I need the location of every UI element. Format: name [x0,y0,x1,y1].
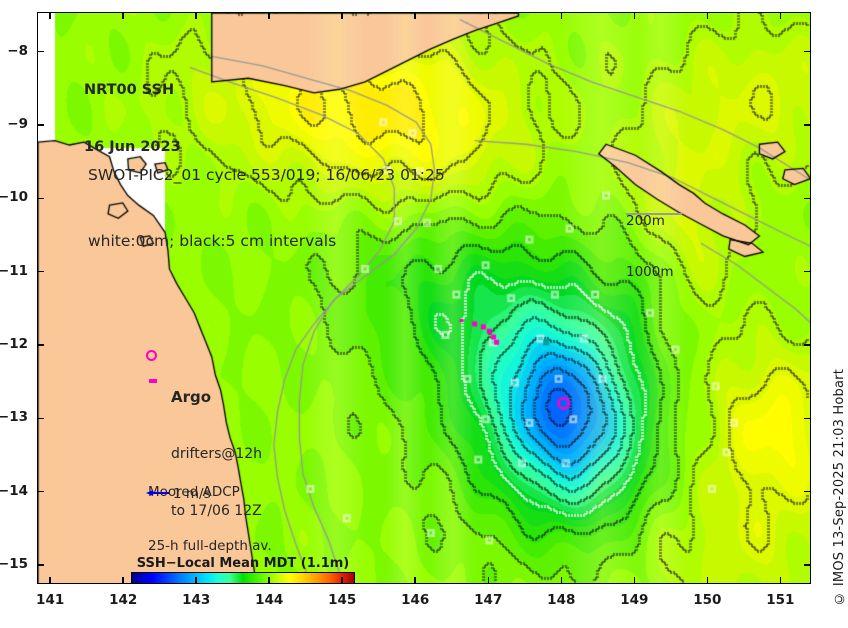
x-axis-label: 147 [474,592,503,608]
y-axis-tick [37,344,44,346]
map-plot-area: NRT00 SSH 16 Jun 2023 SWOT-PIC2_01 cycle… [37,12,811,584]
argo-legend-line3: to 17/06 12Z [171,503,262,519]
y-axis-label: −14 [0,482,28,499]
x-axis-tick [341,12,343,19]
y-axis-label: −8 [7,42,28,59]
y-axis-tick [804,50,811,53]
adcp-legend-line1: Moored ADCP [148,484,240,500]
x-axis-tick [633,577,636,584]
x-axis-tick [779,12,782,19]
x-axis-tick [706,577,709,584]
swot-annotation-line2: white:0cm; black:5 cm intervals [88,232,337,250]
x-axis-tick [633,12,636,19]
x-axis-tick [268,12,270,19]
x-axis-label: 148 [547,592,576,608]
x-axis-tick [49,577,51,584]
bathymetry-label-200m: 200m [626,213,665,229]
argo-legend-title: Argo [171,388,212,406]
y-axis-tick [37,270,44,273]
x-axis-tick [779,577,782,584]
bathymetry-contour-rule [626,213,682,215]
y-axis-tick [37,564,44,566]
y-axis-tick [37,417,44,420]
swot-annotation-line1: SWOT-PIC2_01 cycle 553/019; 16/06/23 01:… [88,166,445,184]
x-axis-tick [122,12,124,19]
x-axis-tick [560,577,563,584]
x-axis-label: 145 [328,592,357,608]
y-axis-label: −10 [0,189,28,206]
x-axis-tick [706,12,709,19]
figure-title-line1: NRT00 SSH [84,82,175,98]
y-axis-tick [804,564,811,566]
adcp-velocity-arrow-icon [146,490,169,496]
argo-legend: Argo drifters@12h to 17/06 12Z [171,350,262,559]
y-axis-tick [37,50,44,53]
argo-drifter-tick-icon [149,379,157,383]
x-axis-label: 141 [36,592,65,608]
argo-legend-line2: drifters@12h [171,446,263,462]
figure-title-line2: 16 Jun 2023 [84,139,181,155]
y-axis-label: −11 [0,262,28,279]
y-axis-tick [804,344,811,346]
x-axis-label: 143 [182,592,211,608]
x-axis-tick [49,12,51,19]
y-axis-label: −13 [0,409,28,426]
x-axis-tick [268,577,270,584]
x-axis-label: 142 [109,592,138,608]
y-axis-label: −15 [0,555,28,572]
y-axis-tick [804,270,811,273]
x-axis-tick [414,12,416,19]
x-axis-label: 151 [766,592,795,608]
y-axis-tick [804,197,811,200]
x-axis-label: 146 [401,592,430,608]
x-axis-tick [414,577,416,584]
x-axis-tick [122,577,124,584]
y-axis-label: −12 [0,335,28,352]
colorbar-gradient [131,572,355,583]
adcp-legend: Moored ADCP 25-h full-depth av. [148,447,272,583]
credit-text: © IMOS 13-Sep-2025 21:03 Hobart [832,369,847,606]
y-axis-label: −9 [7,115,28,132]
figure-title: NRT00 SSH 16 Jun 2023 [84,43,181,195]
bathymetry-label-1000m: 1000m [626,264,674,280]
x-axis-tick [560,12,563,19]
x-axis-label: 149 [620,592,649,608]
x-axis-tick [195,12,197,19]
y-axis-tick [804,417,811,420]
argo-float-marker-icon [146,350,157,361]
x-axis-tick [487,12,489,19]
ssh-field-canvas [38,13,810,583]
swot-annotation: SWOT-PIC2_01 cycle 553/019; 16/06/23 01:… [88,120,445,296]
y-axis-tick [37,124,44,126]
bathymetry-legend: 200m 1000m [626,179,674,315]
y-axis-tick [37,490,44,493]
x-axis-label: 144 [255,592,284,608]
x-axis-tick [195,577,197,584]
y-axis-tick [37,197,44,200]
x-axis-tick [487,577,489,584]
x-axis-label: 150 [693,592,722,608]
x-axis-tick [341,577,343,584]
y-axis-tick [804,490,811,493]
adcp-scale-label: 1 m/s [173,486,211,502]
adcp-legend-line2: 25-h full-depth av. [148,538,272,554]
y-axis-tick [804,124,811,126]
